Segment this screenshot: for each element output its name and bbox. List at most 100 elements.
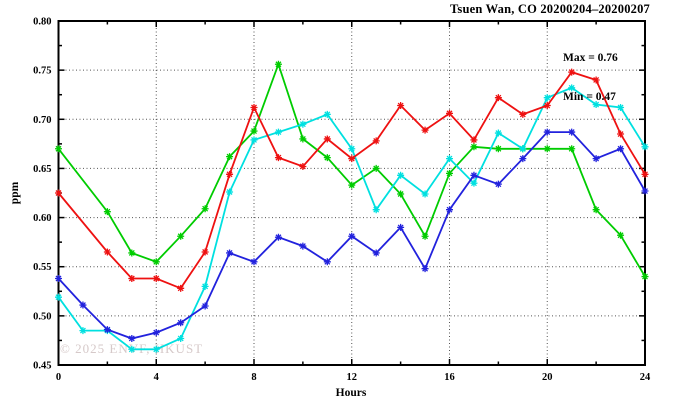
series-red-marker	[274, 154, 282, 162]
series-blue-marker	[446, 206, 453, 214]
series-green-marker	[201, 205, 209, 213]
y-tick-label: 0.45	[33, 361, 51, 372]
series-red-marker	[103, 248, 111, 256]
series-red-marker	[323, 135, 331, 143]
series-red-line	[57, 71, 646, 290]
series-cyan-marker	[152, 345, 160, 353]
series-green-marker	[55, 145, 62, 153]
series-green-marker	[397, 190, 405, 198]
series-red-marker	[641, 170, 649, 178]
series-red-marker	[250, 103, 258, 111]
series-cyan-marker	[421, 190, 429, 198]
series-blue-marker	[421, 265, 429, 273]
series-blue-marker	[543, 128, 551, 136]
series-red-marker	[299, 162, 307, 170]
x-axis-title: Hours	[335, 387, 367, 399]
series-blue-marker	[274, 233, 282, 241]
series-cyan-marker	[274, 128, 282, 136]
series-blue-marker	[348, 232, 356, 240]
series-green-marker	[470, 143, 478, 151]
series-red	[55, 68, 649, 292]
series-cyan-marker	[568, 84, 576, 92]
series-cyan	[55, 84, 649, 353]
series-blue-marker	[568, 128, 576, 136]
x-tick-label: 16	[444, 372, 455, 383]
series-blue-marker	[397, 223, 405, 231]
y-tick-label: 0.50	[33, 311, 51, 322]
series-cyan-marker	[79, 327, 87, 335]
series-green-marker	[348, 181, 356, 189]
y-tick-label: 0.55	[33, 262, 51, 273]
series-blue-marker	[250, 258, 258, 266]
gridlines	[58, 21, 645, 365]
series-red-marker	[470, 136, 478, 144]
series-green-line	[57, 61, 646, 277]
series-red-marker	[177, 284, 185, 292]
series-cyan-marker	[592, 101, 600, 109]
series-cyan-marker	[299, 120, 307, 128]
series-cyan-marker	[617, 103, 625, 111]
series-red-marker	[543, 102, 551, 110]
series-green-marker	[617, 231, 625, 239]
series-blue-marker	[152, 329, 160, 337]
series-cyan-marker	[226, 188, 234, 196]
series-blue-marker	[103, 326, 111, 334]
series-red-marker	[201, 248, 209, 256]
y-tick-label: 0.70	[33, 115, 51, 126]
series-cyan-marker	[494, 129, 502, 137]
series-red-marker	[55, 189, 62, 197]
series-cyan-marker	[641, 143, 649, 151]
series-cyan-marker	[177, 334, 185, 342]
series-green-marker	[226, 153, 234, 161]
series-blue-marker	[519, 155, 527, 163]
series-blue-marker	[79, 301, 87, 309]
series-green-marker	[299, 135, 307, 143]
series-blue-marker	[201, 302, 209, 310]
series-red-marker	[592, 76, 600, 84]
series-green-marker	[421, 232, 429, 240]
series-red-marker	[152, 275, 160, 283]
series-blue-marker	[128, 334, 136, 342]
series-cyan-marker	[372, 206, 380, 214]
series-cyan-marker	[348, 145, 356, 153]
series-red-marker	[519, 110, 527, 118]
x-tick-label: 0	[56, 372, 61, 383]
y-tick-label: 0.65	[33, 164, 51, 175]
chart-title: Tsuen Wan, CO 20200204–20200207	[450, 2, 650, 16]
series-green-marker	[128, 249, 136, 257]
series-green-marker	[274, 60, 282, 68]
series-cyan-marker	[250, 136, 258, 144]
series-red-marker	[348, 155, 356, 163]
series-cyan-marker	[519, 145, 527, 153]
series-blue-marker	[177, 319, 185, 327]
series-blue-marker	[592, 155, 600, 163]
series-green-marker	[494, 145, 502, 153]
series-green-marker	[177, 232, 185, 240]
series-red-marker	[494, 94, 502, 102]
min-annotation: Min = 0.47	[563, 91, 616, 103]
series-cyan-marker	[397, 171, 405, 179]
x-tick-label: 24	[640, 372, 651, 383]
series-red-marker	[372, 137, 380, 145]
x-tick-label: 12	[347, 372, 358, 383]
x-tick-label: 8	[251, 372, 256, 383]
series-green-marker	[446, 169, 453, 177]
x-tick-label: 20	[542, 372, 553, 383]
y-tick-label: 0.60	[33, 213, 51, 224]
axis-ticks	[57, 20, 646, 366]
series-blue-marker	[226, 249, 234, 257]
series-green-marker	[372, 164, 380, 172]
series-cyan-line	[57, 86, 646, 351]
series-green-marker	[103, 208, 111, 216]
series-cyan-marker	[323, 110, 331, 118]
max-annotation: Max = 0.76	[563, 52, 618, 64]
series-cyan-marker	[128, 345, 136, 353]
series-cyan-marker	[470, 179, 478, 187]
series-blue	[55, 128, 649, 342]
series-blue-marker	[641, 187, 649, 195]
series-green-marker	[323, 154, 331, 162]
series-red-marker	[446, 109, 453, 117]
series-green-marker	[592, 206, 600, 214]
